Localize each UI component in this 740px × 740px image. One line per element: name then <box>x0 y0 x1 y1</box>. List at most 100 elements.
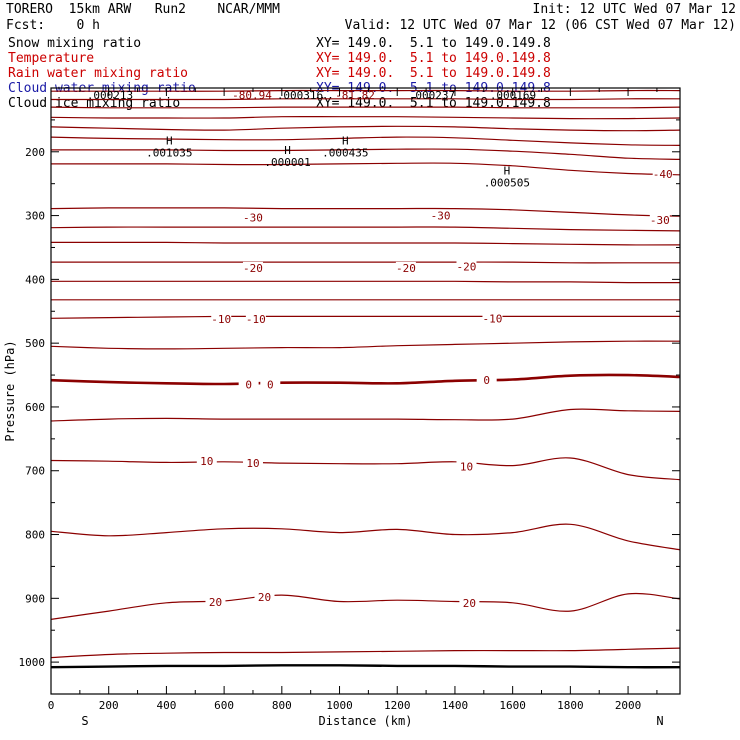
y-tick-label: 700 <box>25 465 45 478</box>
top-strip-value: .000213 <box>87 89 133 102</box>
contour-label: 0 <box>245 379 252 392</box>
contour-label: 10 <box>246 457 259 470</box>
contour-label: -20 <box>457 261 477 274</box>
contour-iso-180 <box>50 136 681 146</box>
contour-iso-505 <box>50 340 681 350</box>
contour-label-bg <box>482 312 503 324</box>
x-tick-label: 1000 <box>326 699 353 712</box>
contour-label: 10 <box>460 460 473 473</box>
contour-label: 0 <box>483 374 490 387</box>
y-tick-label: 300 <box>25 210 45 223</box>
x-tick-label: 400 <box>156 699 176 712</box>
contour-label-bg <box>456 260 477 272</box>
top-strip-value: -80.94 <box>232 89 272 102</box>
field-name-snow: Snow mixing ratio <box>8 36 142 51</box>
contour-iso-620 <box>50 408 681 422</box>
contour-label-bg <box>260 378 281 390</box>
contour-label-bg <box>254 591 275 603</box>
contour-iso-993 <box>50 647 681 659</box>
x-tick-label: 1200 <box>384 699 411 712</box>
contour-label-bg <box>196 455 217 467</box>
contour-iso-163 <box>50 125 681 132</box>
contour-label-bg <box>395 261 416 273</box>
y-axis-title: Pressure (hPa) <box>3 340 17 441</box>
contour-iso-460 <box>50 315 680 319</box>
contour-label: -10 <box>246 313 266 326</box>
x-axis-title: Distance (km) <box>319 714 413 728</box>
field-name-rain: Rain water mixing ratio <box>8 66 189 81</box>
contour-labels: -40 -30 -30 -30 -20 -20 -20 -10 -10 -10 0 0 0 10 10 10 2… <box>196 168 673 610</box>
contour-label-bg <box>456 460 477 472</box>
y-tick-label: 600 <box>25 401 45 414</box>
contour-label: 20 <box>258 591 271 604</box>
contour-iso-118 <box>51 98 681 101</box>
contour-label: -30 <box>431 210 451 223</box>
maximum-value: .000505 <box>484 176 530 189</box>
y-tick-label: 800 <box>25 529 45 542</box>
field-name-temperature: Temperature <box>8 51 95 66</box>
x-tick-label: 0 <box>48 699 55 712</box>
maximum-marker: H <box>342 134 349 147</box>
x-tick-label: 200 <box>99 699 119 712</box>
valid-time: Valid: 12 UTC Wed 07 Mar 12 (06 CST Wed … <box>344 18 736 33</box>
north-end-label: N <box>656 714 663 728</box>
contour-iso-373 <box>51 261 680 264</box>
x-tick-label: 1400 <box>442 699 469 712</box>
axes: 0 200 400 600 800 1000 1200 1400 1600 1800 2000200… <box>3 88 680 728</box>
contour-label-bg <box>245 312 266 324</box>
init-time: Init: 12 UTC Wed 07 Mar 12 <box>532 2 737 17</box>
contour-label: -20 <box>396 262 416 275</box>
contour-iso-146 <box>50 116 681 120</box>
model-run-title: TORERO 15km ARW Run2 NCAR/MMM <box>6 2 280 17</box>
contour-label: -30 <box>243 211 263 224</box>
x-tick-label: 2000 <box>615 699 642 712</box>
x-tick-label: 1800 <box>557 699 584 712</box>
contour-iso-795 <box>50 523 681 551</box>
x-tick-label: 1600 <box>499 699 526 712</box>
top-strip-value: .000316 <box>277 89 323 102</box>
temperature-contours <box>50 89 681 669</box>
contour-iso-403 <box>51 280 681 284</box>
contour-iso-340 <box>50 241 681 246</box>
contour-iso-131 <box>50 106 681 109</box>
x-tick-label: 600 <box>214 699 234 712</box>
field-xy-temperature: XY= 149.0. 5.1 to 149.0.149.8 <box>316 51 551 66</box>
contour-label-bg <box>242 457 263 469</box>
contour-label: -40 <box>653 168 673 181</box>
contour-label-bg <box>242 261 263 273</box>
contour-label-bg <box>652 168 673 180</box>
y-tick-label: 1000 <box>19 656 46 669</box>
maximum-marker: H <box>504 164 511 177</box>
contour-label: -10 <box>211 313 231 326</box>
contour-iso--40 <box>51 162 681 176</box>
maximum-value: .000435 <box>322 146 368 159</box>
contour-label-bg <box>242 211 263 223</box>
contour-label-bg <box>430 209 451 221</box>
contour-iso-20 <box>50 592 681 620</box>
contour-label: -30 <box>650 214 670 227</box>
contour-label: -20 <box>243 262 263 275</box>
y-tick-label: 900 <box>25 592 45 605</box>
y-tick-label: 400 <box>25 273 45 286</box>
maximum-value: .001035 <box>146 146 192 159</box>
contour-label-bg <box>649 214 670 226</box>
contour-surface <box>50 664 681 669</box>
plot-frame <box>50 87 681 695</box>
south-end-label: S <box>81 714 88 728</box>
contour-label: 20 <box>463 597 476 610</box>
field-name-cloud-water: Cloud water mixing ratio <box>8 81 196 96</box>
contour-label: 10 <box>200 455 213 468</box>
contour-label-bg <box>238 378 259 390</box>
maximum-value: .000001 <box>264 156 310 169</box>
forecast-hour: Fcst: 0 h <box>6 18 100 33</box>
field-xy-rain: XY= 149.0. 5.1 to 149.0.149.8 <box>316 66 551 81</box>
top-strip-value: .000237 <box>409 89 455 102</box>
contour-label: -10 <box>483 312 503 325</box>
maximum-marker: H <box>284 144 291 157</box>
contour-iso-320 <box>50 226 681 232</box>
top-strip-value: -81.82 <box>335 89 375 102</box>
field-xy-snow: XY= 149.0. 5.1 to 149.0.149.8 <box>316 36 551 51</box>
contour-label-bg <box>459 596 480 608</box>
